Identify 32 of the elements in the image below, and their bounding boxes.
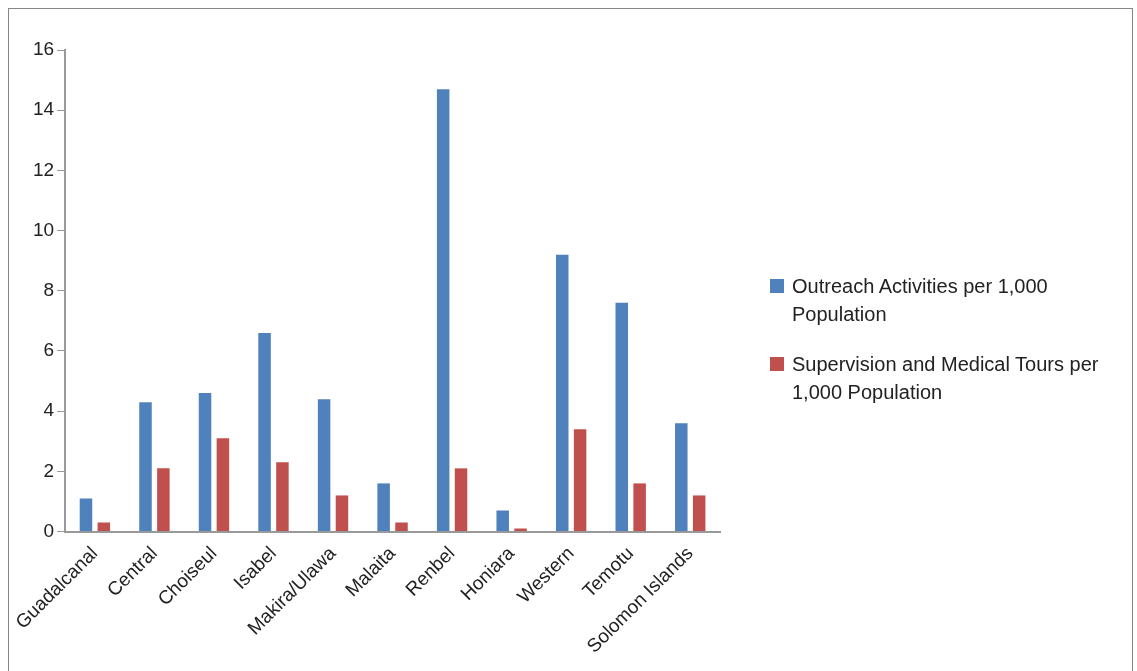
y-tick-label: 10 bbox=[32, 218, 55, 240]
bar bbox=[258, 332, 271, 532]
bar bbox=[377, 483, 390, 532]
bar bbox=[555, 254, 569, 532]
bar bbox=[97, 522, 111, 532]
bar bbox=[79, 498, 93, 532]
legend-label: Supervision and Medical Tours per 1,000 Population bbox=[792, 352, 1100, 405]
y-tick-label: 12 bbox=[32, 158, 55, 180]
bar bbox=[454, 468, 468, 532]
bar bbox=[335, 495, 349, 532]
y-tick-label: 2 bbox=[43, 459, 55, 481]
bar bbox=[276, 462, 289, 532]
bar bbox=[157, 468, 170, 532]
y-tick-label: 6 bbox=[43, 339, 55, 361]
bar bbox=[692, 495, 706, 532]
y-tick-label: 0 bbox=[43, 519, 55, 541]
bar bbox=[675, 423, 688, 532]
bar bbox=[139, 402, 152, 532]
bar bbox=[633, 483, 646, 532]
legend-label: Outreach Activities per 1,000 Population bbox=[792, 274, 1049, 327]
y-tick-label: 16 bbox=[32, 38, 55, 60]
bar bbox=[395, 522, 408, 532]
bar bbox=[615, 302, 629, 532]
bar bbox=[216, 438, 230, 532]
bar bbox=[436, 89, 450, 532]
bar bbox=[496, 510, 509, 532]
bar bbox=[198, 393, 212, 532]
bar bbox=[573, 429, 587, 532]
y-tick-label: 14 bbox=[32, 98, 55, 120]
bar bbox=[317, 399, 331, 532]
y-tick-label: 8 bbox=[43, 279, 55, 301]
y-tick-label: 4 bbox=[43, 399, 55, 421]
